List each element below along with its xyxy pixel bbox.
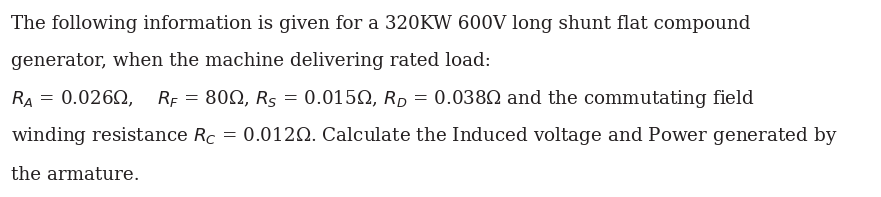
Text: the armature.: the armature.	[11, 166, 139, 184]
Text: winding resistance $R_C$ = 0.012Ω. Calculate the Induced voltage and Power gener: winding resistance $R_C$ = 0.012Ω. Calcu…	[11, 125, 837, 147]
Text: generator, when the machine delivering rated load:: generator, when the machine delivering r…	[11, 52, 491, 70]
Text: The following information is given for a 320KW 600V long shunt flat compound: The following information is given for a…	[11, 15, 750, 33]
Text: $R_A$ = 0.026Ω,    $R_F$ = 80Ω, $R_S$ = 0.015Ω, $R_D$ = 0.038Ω and the commutati: $R_A$ = 0.026Ω, $R_F$ = 80Ω, $R_S$ = 0.0…	[11, 87, 754, 110]
